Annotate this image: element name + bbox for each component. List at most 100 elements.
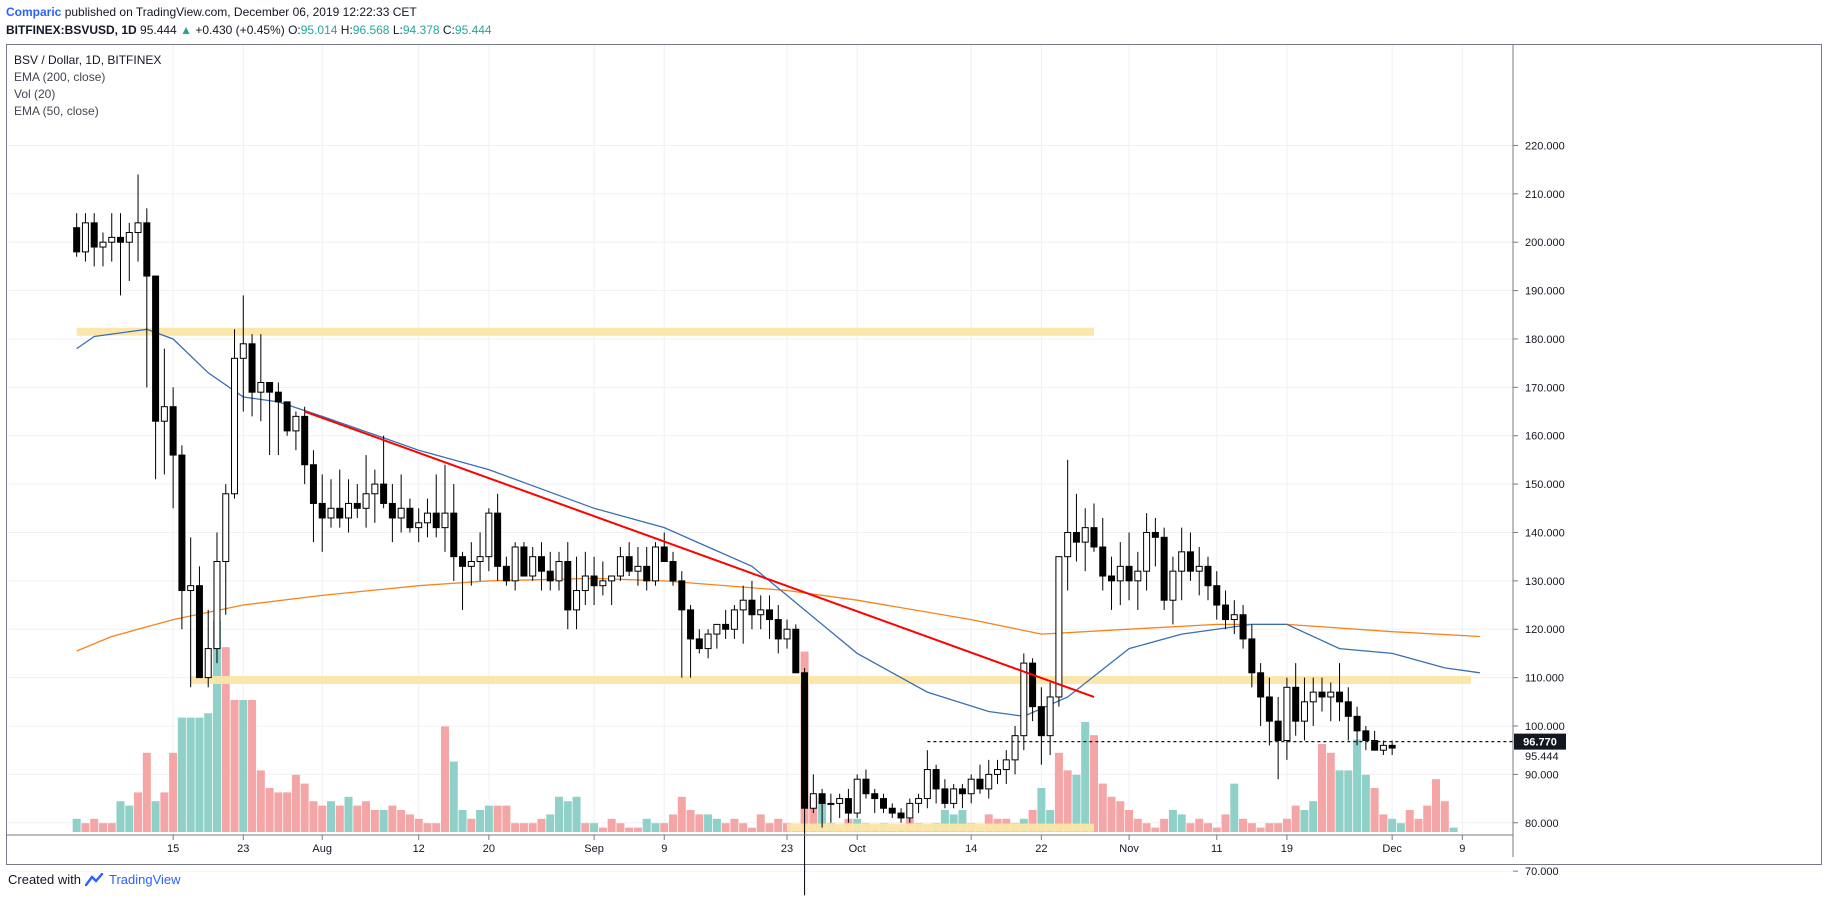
x-tick-label: 11 — [1211, 843, 1222, 855]
volume-bar — [774, 818, 783, 832]
candle-body — [318, 502, 326, 519]
candle-body — [1283, 686, 1291, 742]
volume-bar — [1177, 814, 1186, 832]
candle-body — [1379, 744, 1387, 751]
ema200-line — [76, 577, 1480, 652]
candle-body — [423, 512, 431, 524]
volume-bar — [747, 827, 756, 832]
tradingview-logo-icon[interactable] — [84, 873, 105, 887]
price-axis[interactable]: 220.000 210.000 200.000 190.000 180.000 170.0… — [1512, 45, 1566, 898]
volume-bar — [1151, 827, 1160, 832]
candle-body — [134, 222, 142, 234]
chart-frame[interactable] — [6, 44, 1822, 865]
volume-bar — [160, 792, 169, 832]
published-text: published on TradingView.com, December 0… — [64, 5, 417, 19]
volume-bar — [239, 700, 248, 832]
candle-body — [388, 502, 396, 519]
volume-bar — [730, 818, 739, 832]
candle-body — [1239, 614, 1247, 640]
support-resistance-zones — [76, 327, 1472, 832]
volume-bar — [686, 810, 695, 832]
tradingview-brand[interactable]: TradingView — [108, 872, 181, 887]
volume-bar — [607, 818, 616, 832]
y-tick-label: 120.000 — [1525, 624, 1565, 636]
volume-bar — [230, 700, 239, 832]
legend-ema200[interactable]: EMA (200, close) — [14, 70, 106, 84]
candle-body — [345, 502, 353, 519]
close-value: 95.444 — [454, 23, 492, 37]
volume-bar — [1098, 783, 1107, 832]
volume-bar — [449, 761, 458, 832]
volume-bar — [502, 805, 511, 832]
volume-bar — [458, 810, 467, 832]
volume-bar — [186, 717, 195, 832]
candle-body — [932, 769, 940, 790]
volume-bar — [1396, 823, 1405, 832]
y-tick-label: 200.000 — [1525, 237, 1565, 249]
volume-bar — [309, 801, 318, 832]
volume-bar — [151, 801, 160, 832]
candle-body — [827, 802, 835, 805]
candle-body — [915, 798, 923, 804]
candle-body — [941, 788, 949, 804]
x-tick-label: 9 — [1459, 843, 1465, 855]
candle-body — [1064, 531, 1072, 558]
candle-body — [1186, 551, 1194, 572]
candle-body — [687, 609, 695, 640]
volume-bar — [1370, 788, 1379, 832]
author-link[interactable]: Comparic — [6, 5, 62, 19]
volume-bar — [98, 823, 107, 832]
candle-body — [573, 590, 581, 611]
volume-bar — [1072, 774, 1081, 832]
volume-bar — [1046, 810, 1055, 832]
candle-body — [432, 512, 440, 529]
candle-body — [985, 773, 993, 790]
volume-bar — [1168, 810, 1177, 832]
symbol-name[interactable]: BITFINEX:BSVUSD, 1D — [6, 23, 137, 37]
volume-bar — [212, 620, 221, 832]
y-tick-label: 100.000 — [1525, 721, 1565, 733]
volume-bar — [695, 814, 704, 832]
volume-bar — [388, 805, 397, 832]
candle-body — [678, 580, 686, 611]
legend-title[interactable]: BSV / Dollar, 1D, BITFINEX — [14, 53, 162, 67]
candle-body — [1002, 759, 1010, 771]
candle-body — [599, 580, 607, 587]
volume-bar — [721, 823, 730, 832]
candle-body — [195, 585, 203, 679]
legend-ema50[interactable]: EMA (50, close) — [14, 104, 99, 118]
volume-bar — [1309, 801, 1318, 832]
candle-body — [511, 546, 519, 582]
candle-body — [90, 222, 98, 248]
volume-bar — [1300, 810, 1309, 832]
candle-body — [450, 512, 458, 558]
candle-body — [1116, 565, 1124, 582]
last-price-tag-label: 96.770 — [1523, 737, 1557, 749]
volume-bar — [642, 818, 651, 832]
volume-bar — [660, 823, 669, 832]
candle-body — [283, 401, 291, 432]
candle-body — [169, 406, 177, 456]
candle-body — [1318, 691, 1326, 698]
x-tick-label: Oct — [849, 843, 866, 855]
candle-body — [704, 633, 712, 650]
volume-bar — [1405, 810, 1414, 832]
horizontal-zone — [190, 676, 1472, 685]
volume-bar — [90, 818, 99, 832]
candle-body — [213, 561, 221, 650]
volume-bar — [739, 823, 748, 832]
candle-body — [292, 415, 300, 432]
legend-volume[interactable]: Vol (20) — [14, 87, 56, 101]
volume-bar — [940, 810, 949, 832]
candle-body — [555, 561, 563, 582]
volume-bar — [1230, 783, 1239, 832]
candle-body — [476, 556, 484, 563]
volume-bar — [221, 647, 230, 832]
volume-bar — [335, 805, 344, 832]
volume-bar — [1221, 814, 1230, 832]
time-axis[interactable]: 15 23 Aug 12 20 Sep 9 23 Oct 14 22 Nov 11 19 Dec 9 — [7, 834, 1513, 855]
trendline — [304, 410, 1513, 743]
volume-bar — [1028, 810, 1037, 832]
candle-body — [792, 628, 800, 674]
